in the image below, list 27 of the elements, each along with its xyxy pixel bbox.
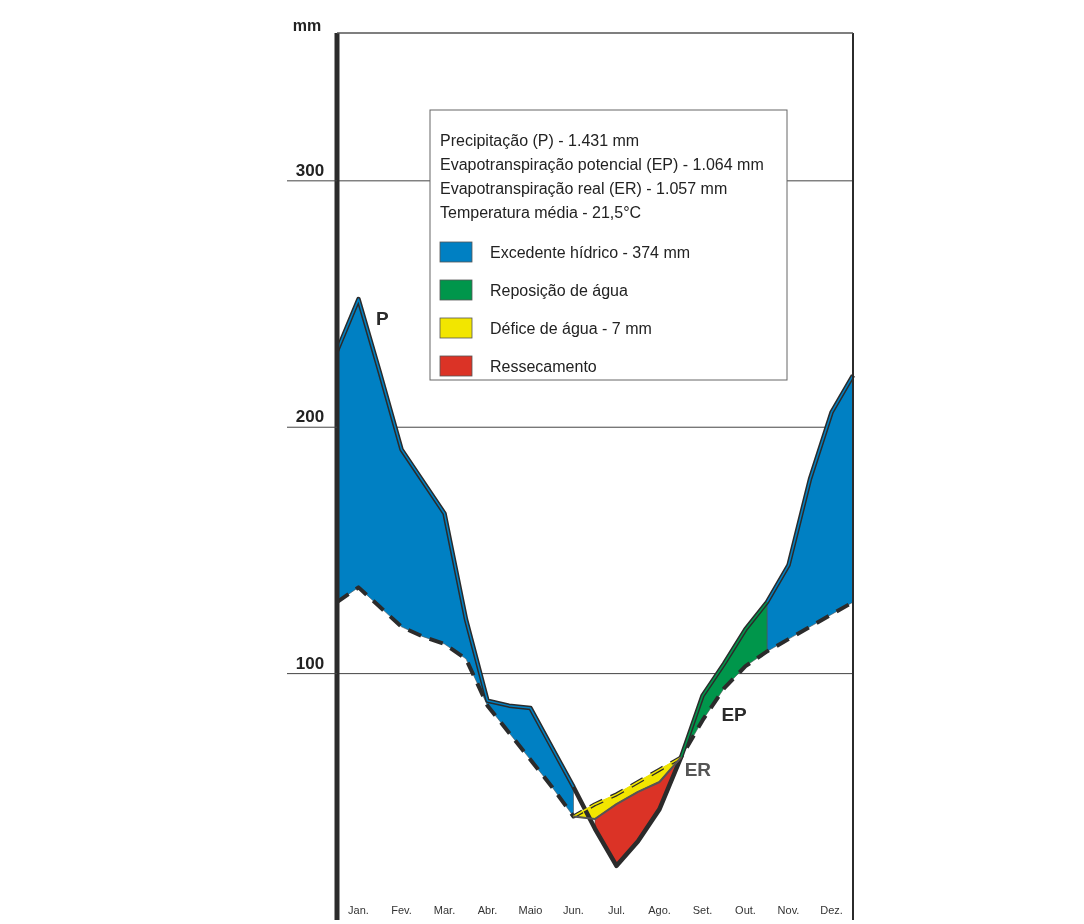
y-tick-label: 300 xyxy=(295,160,325,180)
x-tick-label: Set. xyxy=(692,904,713,916)
x-tick-label: Jul. xyxy=(607,904,626,916)
x-tick-label: Mar. xyxy=(433,904,456,916)
series-label: P xyxy=(376,307,390,329)
legend-label: Reposição de água xyxy=(490,282,628,299)
annotation: Evapotranspiração real (ER) - 1.057 mm xyxy=(440,180,728,197)
x-tick-label: Ago. xyxy=(648,904,671,916)
x-tick-label: Dez. xyxy=(820,904,843,916)
x-tick-label: Fev. xyxy=(391,904,412,916)
legend-label: Ressecamento xyxy=(490,358,597,375)
annotation: Precipitação (P) - 1.431 mm xyxy=(440,132,640,149)
x-tick-label: Jan. xyxy=(348,904,369,916)
y-tick-label: 200 xyxy=(295,407,325,427)
x-tick-label: Abr. xyxy=(477,904,498,916)
x-tick-label: Maio xyxy=(518,904,543,916)
y-tick-label: 100 xyxy=(295,653,325,673)
annotation: Temperatura média - 21,5°C xyxy=(440,204,642,221)
x-tick-label: Nov. xyxy=(777,904,800,916)
annotation: Evapotranspiração potencial (EP) - 1.064 mm xyxy=(440,156,764,173)
y-axis-title: mm xyxy=(292,17,322,34)
series-label: ER xyxy=(684,759,712,781)
series-label: EP xyxy=(721,704,748,726)
x-tick-label: Out. xyxy=(735,904,756,916)
x-tick-label: Jun. xyxy=(563,904,584,916)
legend-label: Défice de água - 7 mm xyxy=(490,320,652,337)
legend-label: Excedente hídrico - 374 mm xyxy=(490,244,691,261)
